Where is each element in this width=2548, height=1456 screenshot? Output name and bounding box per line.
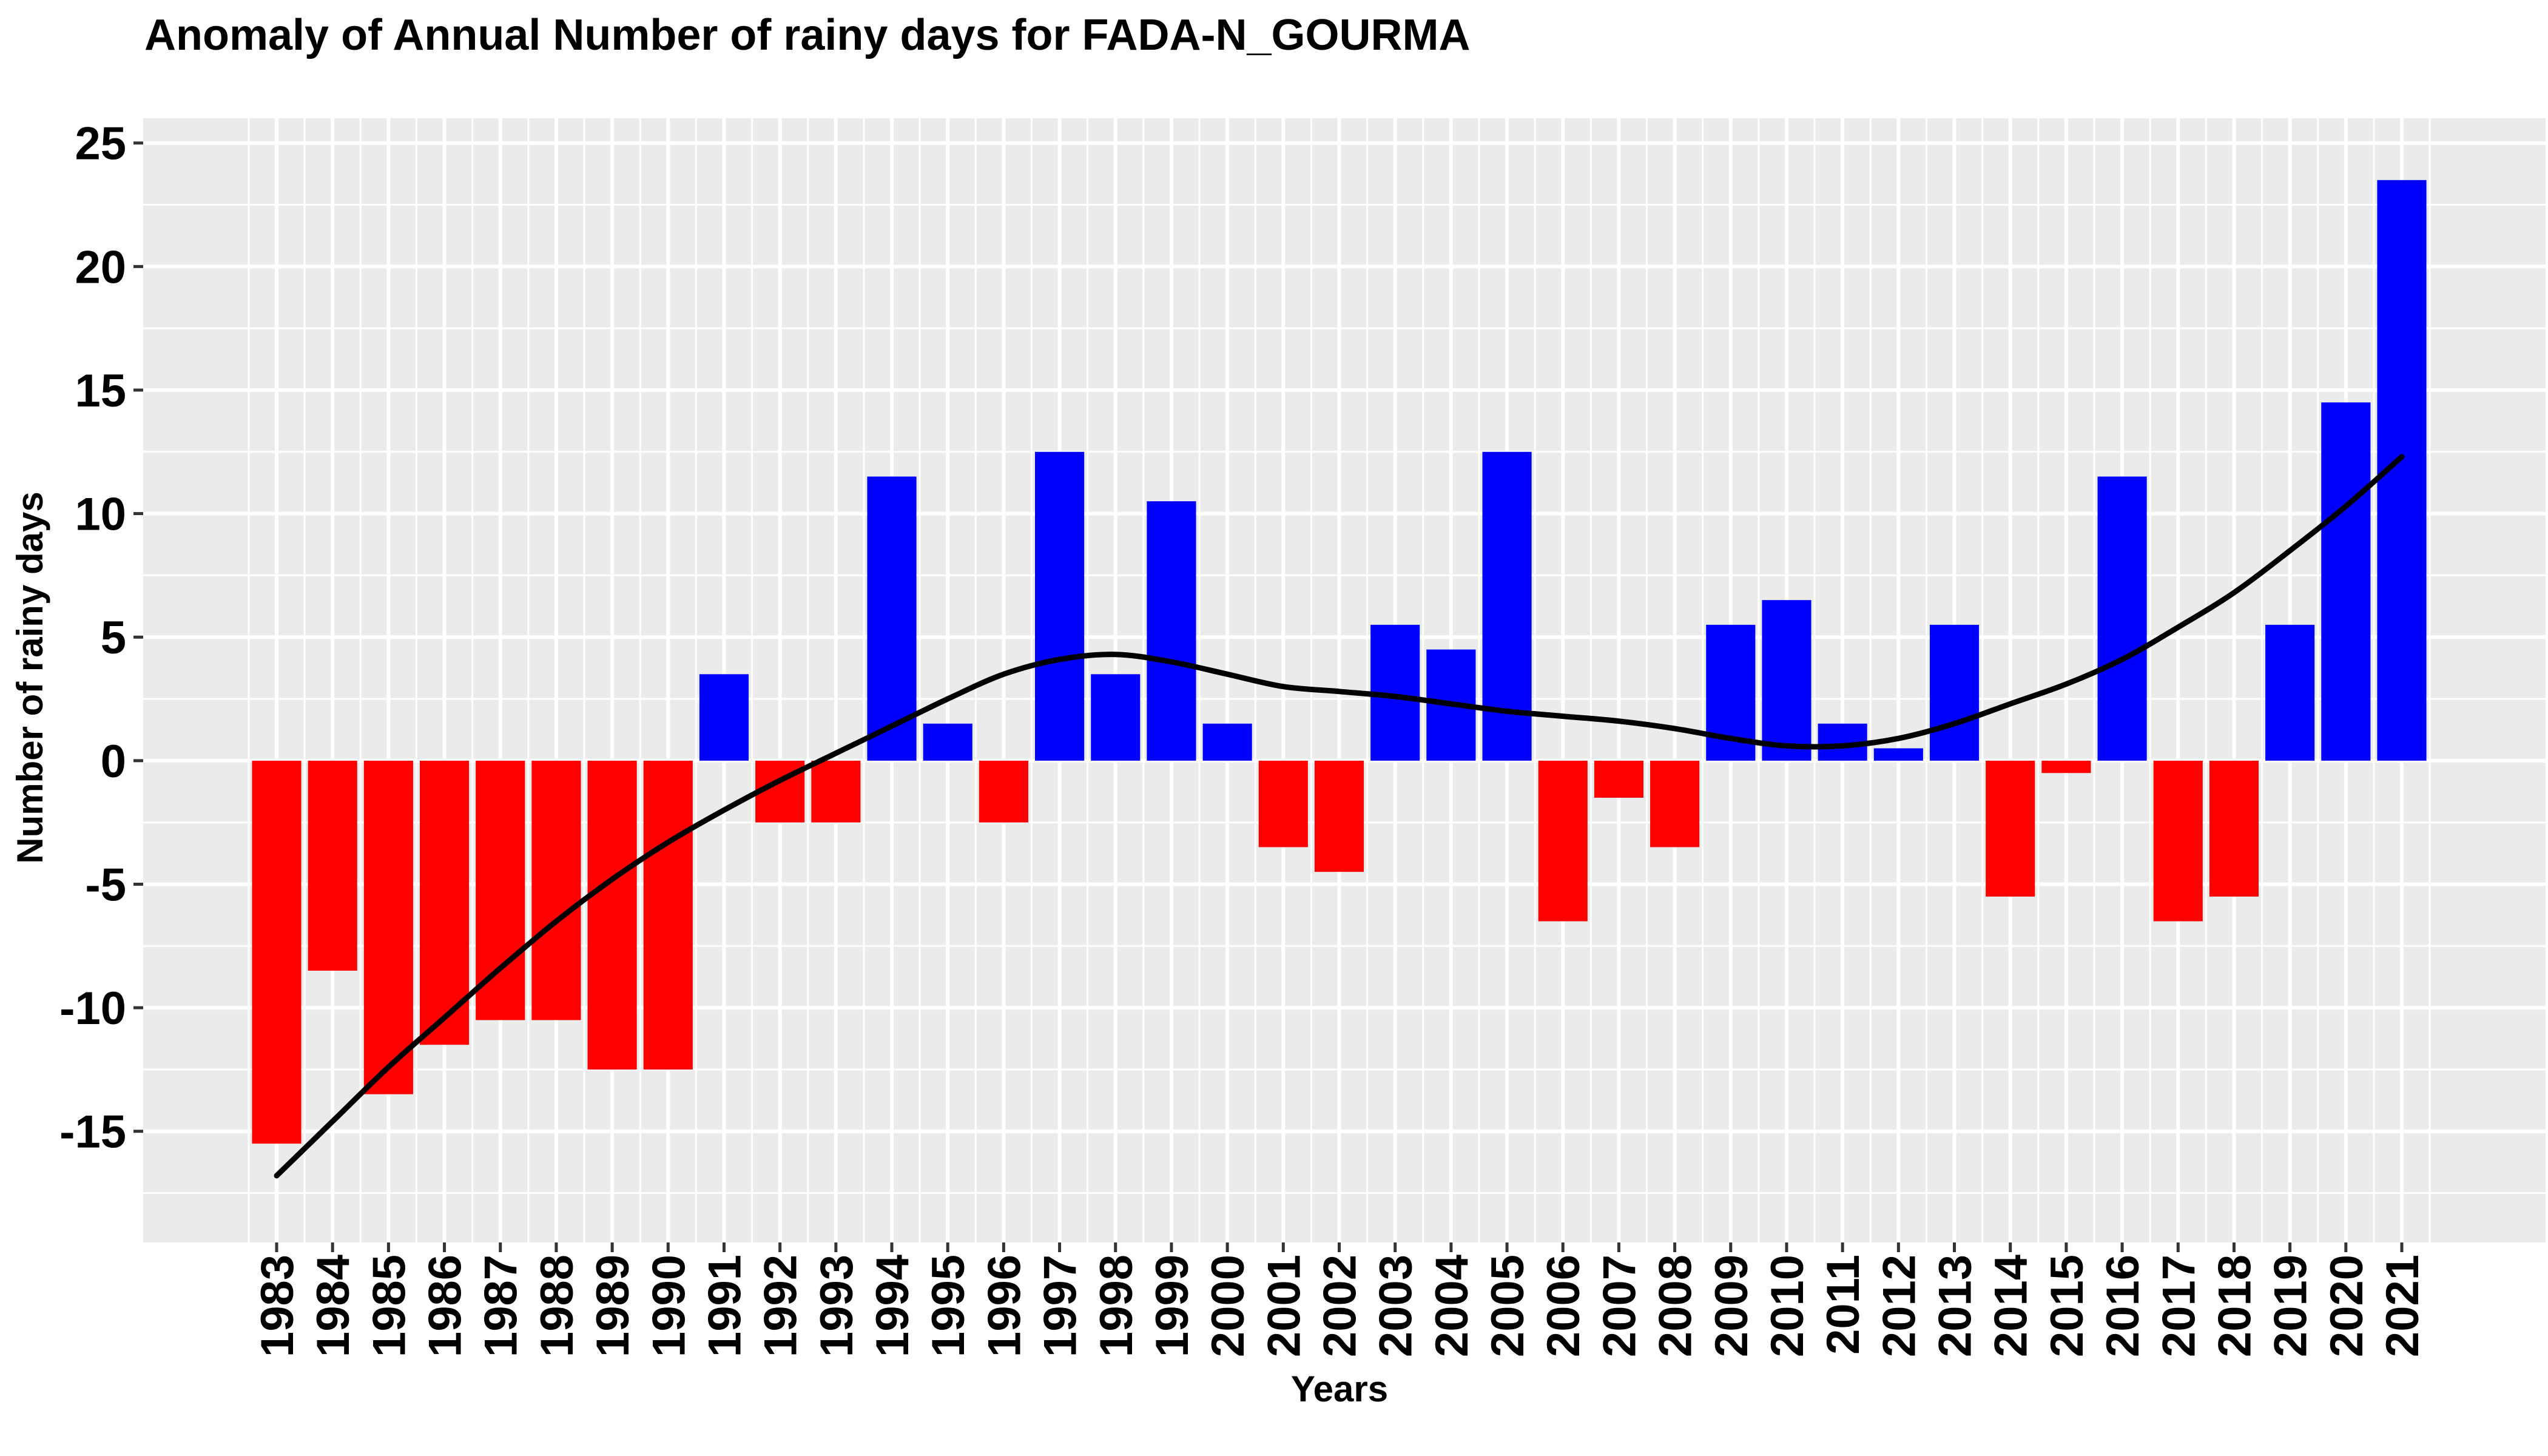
x-tick-label: 2015 bbox=[2041, 1255, 2093, 1357]
bar-1983 bbox=[252, 760, 302, 1144]
bar-1984 bbox=[308, 760, 357, 971]
bar-1995 bbox=[923, 723, 972, 761]
x-tick-label: 2004 bbox=[1426, 1255, 1478, 1357]
bar-2014 bbox=[1986, 760, 2035, 897]
x-tick-label: 2007 bbox=[1594, 1255, 1645, 1357]
bar-2010 bbox=[1762, 600, 1812, 761]
bar-2015 bbox=[2041, 760, 2091, 774]
x-tick-label: 1997 bbox=[1035, 1255, 1087, 1357]
x-tick-label: 1996 bbox=[979, 1255, 1030, 1357]
y-tick-label: 15 bbox=[75, 365, 126, 417]
x-tick-label: 1995 bbox=[923, 1255, 974, 1357]
x-tick-label: 2012 bbox=[1873, 1255, 1925, 1357]
x-axis-title: Years bbox=[1291, 1369, 1388, 1409]
bar-2013 bbox=[1929, 624, 1980, 761]
bar-2020 bbox=[2321, 402, 2371, 761]
bars bbox=[252, 180, 2427, 1144]
y-tick-label: 0 bbox=[101, 736, 126, 787]
bar-1985 bbox=[363, 760, 413, 1094]
x-tick-label: 2010 bbox=[1762, 1255, 1813, 1357]
y-tick-label: -15 bbox=[59, 1107, 126, 1158]
x-tick-label: 1984 bbox=[308, 1255, 359, 1357]
x-tick-label: 2005 bbox=[1482, 1255, 1534, 1357]
x-tick-label: 2019 bbox=[2265, 1255, 2317, 1357]
bar-2016 bbox=[2097, 476, 2147, 761]
bar-1988 bbox=[531, 760, 581, 1020]
bar-1987 bbox=[476, 760, 525, 1020]
bar-2006 bbox=[1538, 760, 1588, 922]
x-tick-label: 1987 bbox=[476, 1255, 527, 1357]
x-tick-label: 2018 bbox=[2209, 1255, 2260, 1357]
x-tick-label: 1985 bbox=[363, 1255, 415, 1357]
x-tick-label: 2011 bbox=[1818, 1255, 1869, 1355]
bar-1998 bbox=[1091, 674, 1141, 761]
x-tick-label: 2009 bbox=[1706, 1255, 1758, 1357]
bar-2018 bbox=[2209, 760, 2259, 897]
y-tick-label: 25 bbox=[75, 118, 126, 170]
bar-2008 bbox=[1650, 760, 1700, 848]
chart-title: Anomaly of Annual Number of rainy days f… bbox=[144, 11, 1471, 59]
y-axis-title: Number of rainy days bbox=[10, 491, 50, 864]
x-tick-label: 1993 bbox=[811, 1255, 863, 1357]
x-tick-label: 2001 bbox=[1258, 1255, 1310, 1357]
y-axis: 25 20 15 10 5 0 -5 -10 -15 bbox=[59, 118, 143, 1158]
y-tick-label: 10 bbox=[75, 489, 126, 541]
x-tick-label: 2008 bbox=[1650, 1255, 1702, 1357]
x-tick-label: 2020 bbox=[2321, 1255, 2373, 1357]
x-tick-label: 2021 bbox=[2377, 1255, 2428, 1357]
x-tick-label: 1998 bbox=[1091, 1255, 1142, 1357]
y-tick-label: 5 bbox=[101, 612, 126, 664]
y-tick-label: 20 bbox=[75, 241, 126, 293]
x-tick-label: 2006 bbox=[1538, 1255, 1589, 1357]
bar-2019 bbox=[2265, 624, 2315, 761]
bar-2000 bbox=[1202, 723, 1252, 761]
bar-1991 bbox=[699, 674, 749, 761]
x-tick-label: 2016 bbox=[2097, 1255, 2149, 1357]
bar-1989 bbox=[587, 760, 637, 1070]
x-tick-label: 1989 bbox=[587, 1255, 639, 1357]
bar-2002 bbox=[1314, 760, 1364, 872]
x-tick-label: 1992 bbox=[755, 1255, 807, 1357]
bar-1999 bbox=[1147, 501, 1196, 761]
x-tick-label: 1990 bbox=[643, 1255, 695, 1357]
bar-1990 bbox=[643, 760, 693, 1070]
bar-2001 bbox=[1258, 760, 1308, 848]
x-tick-label: 1994 bbox=[867, 1255, 918, 1357]
bar-1997 bbox=[1035, 451, 1085, 761]
bar-2017 bbox=[2153, 760, 2203, 922]
bar-1996 bbox=[979, 760, 1028, 823]
x-tick-label: 1986 bbox=[420, 1255, 471, 1357]
x-tick-label: 2014 bbox=[1986, 1255, 2037, 1357]
x-tick-label: 2017 bbox=[2153, 1255, 2205, 1357]
bar-2007 bbox=[1594, 760, 1643, 798]
x-tick-label: 2003 bbox=[1370, 1255, 1422, 1357]
plot-panel bbox=[143, 118, 2546, 1242]
bar-1986 bbox=[419, 760, 470, 1045]
trend-line bbox=[274, 454, 2405, 1179]
x-tick-label: 1999 bbox=[1147, 1255, 1198, 1357]
x-tick-label: 2000 bbox=[1202, 1255, 1254, 1357]
bar-1993 bbox=[811, 760, 861, 823]
y-tick-label: -5 bbox=[85, 859, 126, 911]
bar-2012 bbox=[1873, 748, 1923, 761]
bar-1994 bbox=[867, 476, 917, 761]
x-tick-label: 1983 bbox=[252, 1255, 303, 1357]
y-tick-label: -10 bbox=[59, 983, 126, 1034]
x-tick-label: 1988 bbox=[531, 1255, 583, 1357]
x-tick-label: 2002 bbox=[1315, 1255, 1366, 1357]
x-tick-label: 1991 bbox=[699, 1255, 751, 1357]
x-axis: 1983 1984 1985 1986 1987 1988 1989 1990 1991 1992… bbox=[252, 1242, 2428, 1357]
x-tick-label: 2013 bbox=[1930, 1255, 1981, 1357]
